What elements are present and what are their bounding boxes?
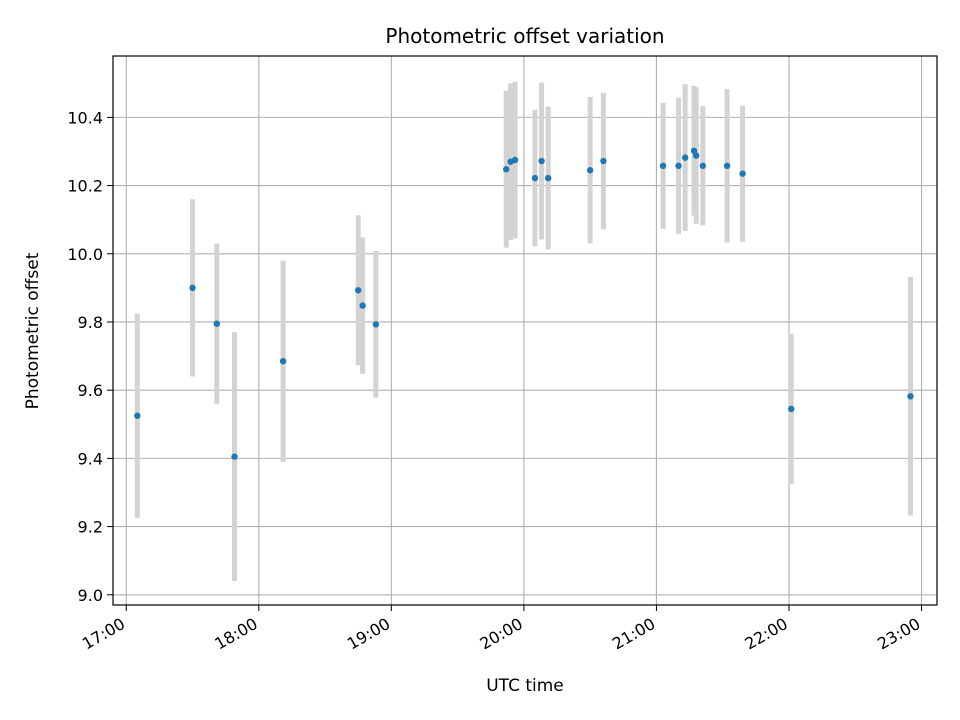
y-tick-label: 9.0 (78, 586, 103, 605)
y-tick-label: 9.4 (78, 449, 103, 468)
y-tick-label: 10.0 (67, 245, 103, 264)
grid (113, 56, 937, 605)
data-point (359, 302, 366, 309)
data-point (681, 154, 689, 161)
y-axis-label: Photometric offset (23, 252, 43, 409)
data-point (693, 152, 700, 159)
data-point (134, 412, 141, 419)
data-point (600, 157, 607, 165)
data-point (544, 174, 552, 182)
x-axis-label: UTC time (486, 676, 564, 696)
data-point (372, 321, 380, 328)
data-point (511, 156, 519, 164)
y-tick-label: 10.2 (67, 177, 103, 196)
data-point (739, 170, 746, 177)
data-point (586, 167, 594, 174)
y-tick-label: 10.4 (67, 108, 103, 127)
data-point (355, 287, 362, 294)
data-point (538, 157, 545, 165)
data-point (787, 405, 795, 413)
data-point (907, 393, 914, 400)
plot-frame (112, 55, 938, 606)
data-point (699, 162, 707, 169)
y-tick-label: 9.8 (78, 313, 103, 332)
chart-title: Photometric offset variation (385, 24, 664, 48)
data-point (675, 162, 682, 169)
data-point (189, 284, 196, 292)
data-point (659, 162, 667, 169)
data-point (503, 166, 510, 173)
data-point (231, 453, 238, 460)
y-tick-label: 9.6 (78, 381, 103, 400)
data-points (134, 147, 914, 460)
data-point (279, 357, 287, 365)
data-point (690, 147, 698, 154)
y-tick-label: 9.2 (78, 518, 103, 537)
data-point (213, 320, 221, 327)
data-point (723, 162, 731, 169)
data-point (531, 174, 539, 182)
